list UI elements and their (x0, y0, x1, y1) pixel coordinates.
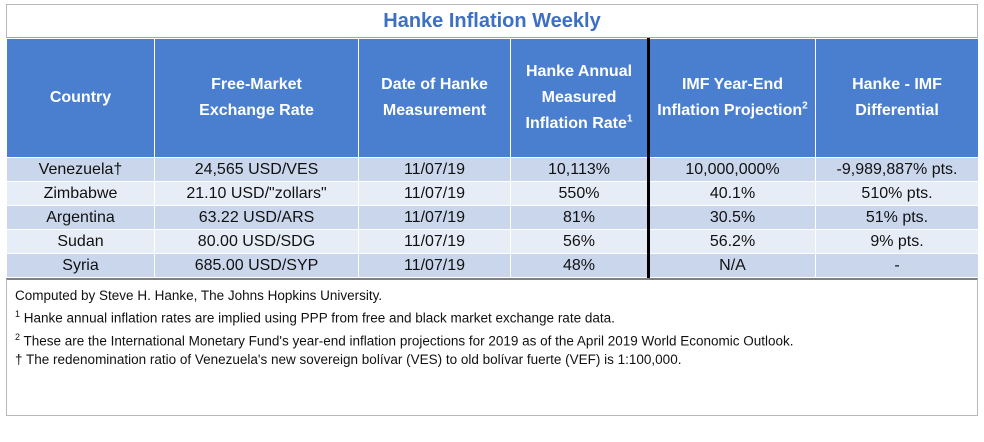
cell-country: Venezuela† (6, 157, 155, 182)
cell-country: Syria (6, 253, 155, 278)
cell-date: 11/07/19 (358, 157, 511, 182)
cell-imf-projection: 40.1% (647, 181, 816, 206)
cell-imf-projection: 10,000,000% (647, 157, 816, 182)
cell-hanke-rate: 48% (510, 253, 649, 278)
cell-exchange-rate: 685.00 USD/SYP (154, 253, 359, 278)
header-date: Date of Hanke Measurement (358, 38, 511, 158)
note-2: 2 These are the International Monetary F… (15, 331, 794, 349)
cell-date: 11/07/19 (358, 253, 511, 278)
note-computed-by: Computed by Steve H. Hanke, The Johns Ho… (15, 288, 383, 303)
inflation-sheet: Hanke Inflation Weekly Country Free-Mark… (6, 4, 979, 438)
table-row: Venezuela† 24,565 USD/VES 11/07/19 10,11… (6, 157, 979, 182)
cell-differential: 9% pts. (815, 229, 979, 254)
cell-imf-projection: 56.2% (647, 229, 816, 254)
cell-exchange-rate: 21.10 USD/"zollars" (154, 181, 359, 206)
header-exchange-rate: Free-Market Exchange Rate (154, 38, 359, 158)
cell-differential: - (815, 253, 979, 278)
table-title: Hanke Inflation Weekly (6, 4, 978, 38)
cell-hanke-rate: 56% (510, 229, 649, 254)
footnotes: Computed by Steve H. Hanke, The Johns Ho… (6, 278, 978, 416)
cell-differential: -9,989,887% pts. (815, 157, 979, 182)
header-country: Country (6, 38, 155, 158)
cell-hanke-rate: 550% (510, 181, 649, 206)
table-row: Syria 685.00 USD/SYP 11/07/19 48% N/A - (6, 253, 979, 278)
cell-exchange-rate: 80.00 USD/SDG (154, 229, 359, 254)
header-hanke-rate: Hanke Annual Measured Inflation Rate1 (510, 38, 649, 158)
note-1: 1 Hanke annual inflation rates are impli… (15, 309, 615, 326)
cell-hanke-rate: 10,113% (510, 157, 649, 182)
cell-date: 11/07/19 (358, 181, 511, 206)
header-row: Country Free-Market Exchange Rate Date of… (6, 38, 979, 158)
cell-differential: 510% pts. (815, 181, 979, 206)
cell-imf-projection: N/A (647, 253, 816, 278)
cell-country: Argentina (6, 205, 155, 230)
table-row: Sudan 80.00 USD/SDG 11/07/19 56% 56.2% 9… (6, 229, 979, 254)
inflation-table: Country Free-Market Exchange Rate Date of… (6, 38, 979, 278)
cell-imf-projection: 30.5% (647, 205, 816, 230)
note-3: † The redenomination ratio of Venezuela'… (15, 352, 682, 367)
cell-exchange-rate: 24,565 USD/VES (154, 157, 359, 182)
cell-date: 11/07/19 (358, 229, 511, 254)
cell-country: Sudan (6, 229, 155, 254)
header-differential: Hanke - IMF Differential (815, 38, 979, 158)
table-row: Zimbabwe 21.10 USD/"zollars" 11/07/19 55… (6, 181, 979, 206)
table-row: Argentina 63.22 USD/ARS 11/07/19 81% 30.… (6, 205, 979, 230)
header-imf-projection: IMF Year-End Inflation Projection2 (647, 38, 816, 158)
cell-differential: 51% pts. (815, 205, 979, 230)
cell-exchange-rate: 63.22 USD/ARS (154, 205, 359, 230)
cell-hanke-rate: 81% (510, 205, 649, 230)
table-title-text: Hanke Inflation Weekly (383, 9, 601, 32)
cell-date: 11/07/19 (358, 205, 511, 230)
cell-country: Zimbabwe (6, 181, 155, 206)
